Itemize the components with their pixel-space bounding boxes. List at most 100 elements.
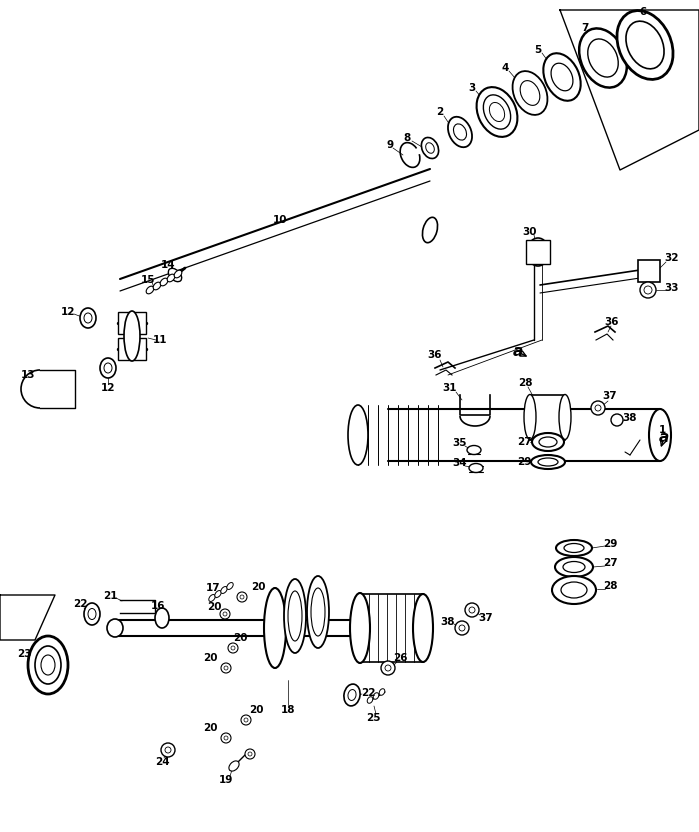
Polygon shape	[0, 595, 55, 640]
Ellipse shape	[104, 363, 112, 373]
Text: 7: 7	[582, 23, 589, 33]
Ellipse shape	[84, 313, 92, 323]
Ellipse shape	[531, 455, 565, 469]
Text: 29: 29	[517, 457, 531, 467]
Circle shape	[241, 715, 251, 725]
Ellipse shape	[146, 286, 154, 294]
Text: 23: 23	[17, 649, 31, 659]
Text: 15: 15	[140, 275, 155, 285]
Text: 26: 26	[393, 653, 408, 663]
Ellipse shape	[649, 409, 671, 461]
Ellipse shape	[543, 53, 581, 101]
Ellipse shape	[84, 603, 100, 625]
Ellipse shape	[588, 39, 618, 77]
Circle shape	[455, 621, 469, 635]
Text: 36: 36	[605, 317, 619, 327]
Bar	[530, 395, 565, 440]
Circle shape	[595, 405, 601, 411]
Ellipse shape	[41, 655, 55, 675]
Text: 31: 31	[442, 383, 457, 393]
Circle shape	[385, 665, 391, 671]
Ellipse shape	[421, 137, 438, 159]
Text: a: a	[659, 430, 669, 445]
Ellipse shape	[380, 689, 384, 696]
Text: 22: 22	[73, 599, 87, 609]
Text: 20: 20	[203, 723, 217, 733]
Text: 20: 20	[249, 705, 264, 715]
Circle shape	[221, 733, 231, 743]
Ellipse shape	[489, 102, 505, 121]
Ellipse shape	[555, 557, 593, 577]
Circle shape	[611, 414, 623, 426]
Ellipse shape	[307, 576, 329, 648]
Ellipse shape	[229, 761, 239, 771]
Bar	[638, 260, 660, 282]
Text: 14: 14	[161, 260, 175, 270]
Ellipse shape	[284, 579, 306, 653]
Ellipse shape	[348, 405, 368, 465]
Ellipse shape	[80, 308, 96, 328]
Text: 17: 17	[206, 583, 220, 593]
Ellipse shape	[88, 608, 96, 620]
Ellipse shape	[167, 275, 175, 282]
Text: 30: 30	[523, 227, 538, 237]
Circle shape	[469, 607, 475, 613]
Text: 20: 20	[233, 633, 247, 643]
Text: 33: 33	[665, 283, 679, 293]
Ellipse shape	[551, 63, 573, 91]
Text: 16: 16	[151, 601, 165, 611]
Text: 36: 36	[428, 350, 442, 360]
Text: 10: 10	[273, 215, 287, 225]
Circle shape	[165, 747, 171, 753]
Text: 32: 32	[665, 253, 679, 263]
Ellipse shape	[559, 394, 571, 439]
Text: 12: 12	[61, 307, 75, 317]
Text: 9: 9	[387, 140, 394, 150]
Text: 28: 28	[518, 378, 532, 388]
Text: 25: 25	[366, 713, 380, 723]
Text: a: a	[513, 344, 523, 359]
Circle shape	[459, 625, 465, 631]
Text: 28: 28	[603, 581, 617, 591]
Text: 2: 2	[436, 107, 444, 117]
Text: 27: 27	[517, 437, 531, 447]
Ellipse shape	[467, 445, 481, 454]
Bar	[118, 312, 146, 334]
Text: 8: 8	[403, 133, 410, 143]
Circle shape	[644, 286, 652, 294]
Ellipse shape	[350, 593, 370, 663]
Ellipse shape	[168, 269, 182, 282]
Ellipse shape	[422, 217, 438, 243]
Text: 34: 34	[453, 458, 468, 468]
Ellipse shape	[155, 608, 169, 628]
Ellipse shape	[367, 696, 373, 703]
Text: 22: 22	[361, 688, 375, 698]
Ellipse shape	[124, 311, 140, 361]
Text: 20: 20	[251, 582, 265, 592]
Ellipse shape	[288, 591, 302, 641]
Ellipse shape	[35, 646, 61, 684]
Ellipse shape	[539, 437, 557, 447]
Ellipse shape	[311, 588, 325, 636]
Text: 11: 11	[153, 335, 167, 345]
Circle shape	[220, 609, 230, 619]
Ellipse shape	[561, 582, 587, 598]
Circle shape	[231, 646, 235, 650]
Text: 27: 27	[603, 558, 617, 568]
Ellipse shape	[107, 619, 123, 637]
Ellipse shape	[174, 270, 182, 278]
Circle shape	[224, 666, 228, 670]
Ellipse shape	[538, 458, 558, 466]
Text: 13: 13	[21, 370, 35, 380]
Circle shape	[465, 603, 479, 617]
Ellipse shape	[579, 28, 627, 87]
Circle shape	[381, 661, 395, 675]
Text: 24: 24	[154, 757, 169, 767]
Ellipse shape	[100, 358, 116, 378]
Ellipse shape	[160, 278, 168, 286]
Ellipse shape	[344, 684, 360, 706]
Circle shape	[224, 736, 228, 740]
Ellipse shape	[532, 433, 564, 451]
Ellipse shape	[373, 693, 379, 699]
Ellipse shape	[520, 81, 540, 106]
